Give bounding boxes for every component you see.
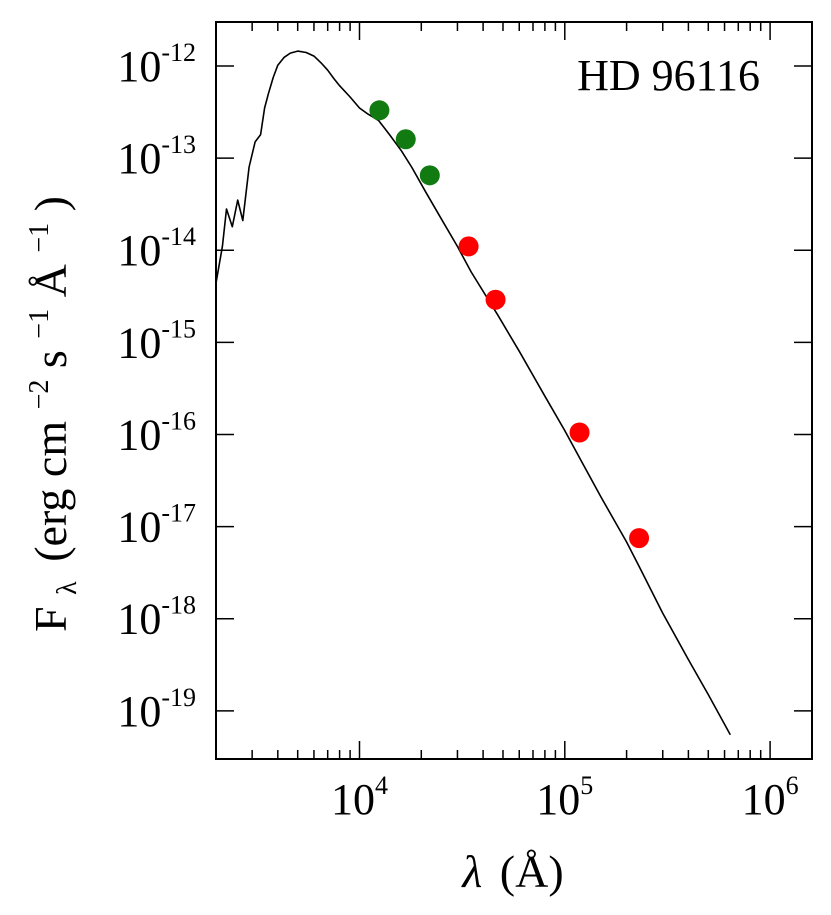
y-tick-label: 10-19 <box>117 683 196 736</box>
y-tick-label: 10-13 <box>117 130 196 183</box>
y-tick-exponent: -17 <box>161 499 196 528</box>
y-tick-exponent: -15 <box>161 314 196 343</box>
x-axis-unit: (Å) <box>500 846 564 897</box>
y-axis-close: ) <box>25 196 76 211</box>
y-tick-exponent: -19 <box>161 683 196 712</box>
y-tick-label: 10-12 <box>117 38 196 91</box>
y-tick-exponent: -16 <box>161 406 196 435</box>
y-axis-unit-s: s <box>25 350 76 368</box>
model-sed-curve <box>215 50 732 736</box>
x-tick-exponent: 5 <box>580 771 593 800</box>
x-tick-base: 10 <box>742 775 786 824</box>
x-tick-label: 105 <box>536 771 593 824</box>
y-tick-exponent: -14 <box>161 222 196 251</box>
star-name-annotation: HD 96116 <box>577 51 760 100</box>
y-tick-base: 10 <box>117 226 161 275</box>
y-tick-label: 10-16 <box>117 406 196 459</box>
ticks-layer <box>215 22 812 759</box>
y-axis-exp1: −2 <box>24 380 55 410</box>
y-tick-label: 10-15 <box>117 314 196 367</box>
photometry-point <box>569 422 590 443</box>
photometry-point <box>629 528 650 549</box>
y-tick-exponent: -18 <box>161 591 196 620</box>
y-tick-base: 10 <box>117 687 161 736</box>
y-tick-label: 10-18 <box>117 591 196 644</box>
y-tick-exponent: -13 <box>161 130 196 159</box>
y-tick-base: 10 <box>117 503 161 552</box>
x-tick-base: 10 <box>331 775 375 824</box>
y-tick-base: 10 <box>117 595 161 644</box>
y-tick-label: 10-17 <box>117 499 196 552</box>
y-axis-subscript: λ <box>52 581 83 595</box>
x-tick-label: 104 <box>331 771 388 824</box>
y-axis-symbol: F <box>25 606 76 632</box>
y-axis-exp2: −1 <box>24 309 55 339</box>
x-axis-symbol: λ <box>460 846 482 897</box>
y-tick-base: 10 <box>117 42 161 91</box>
photometry-point <box>419 165 440 186</box>
photometry-point <box>485 289 506 310</box>
y-tick-base: 10 <box>117 318 161 367</box>
points-layer <box>369 100 650 549</box>
y-tick-base: 10 <box>117 134 161 183</box>
x-tick-exponent: 6 <box>786 771 799 800</box>
y-tick-base: 10 <box>117 410 161 459</box>
x-tick-base: 10 <box>536 775 580 824</box>
y-axis-label: F λ (erg cm −2 s −1 Å −1 ) <box>7 196 86 632</box>
y-axis-unit-ang: Å <box>25 264 76 297</box>
x-tick-label: 106 <box>742 771 799 824</box>
y-axis-unit-main: (erg cm <box>25 421 76 562</box>
plot-frame <box>215 21 813 760</box>
y-tick-exponent: -12 <box>161 38 196 67</box>
photometry-point <box>395 129 416 150</box>
curve-layer <box>215 50 732 736</box>
x-tick-exponent: 4 <box>375 771 388 800</box>
x-axis-label: λ (Å) <box>460 846 563 897</box>
y-tick-label: 10-14 <box>117 222 196 275</box>
photometry-point <box>458 236 479 257</box>
y-axis-exp3: −1 <box>24 223 55 253</box>
photometry-point <box>369 100 390 121</box>
x-tick-labels: 104 105 106 <box>331 771 799 824</box>
